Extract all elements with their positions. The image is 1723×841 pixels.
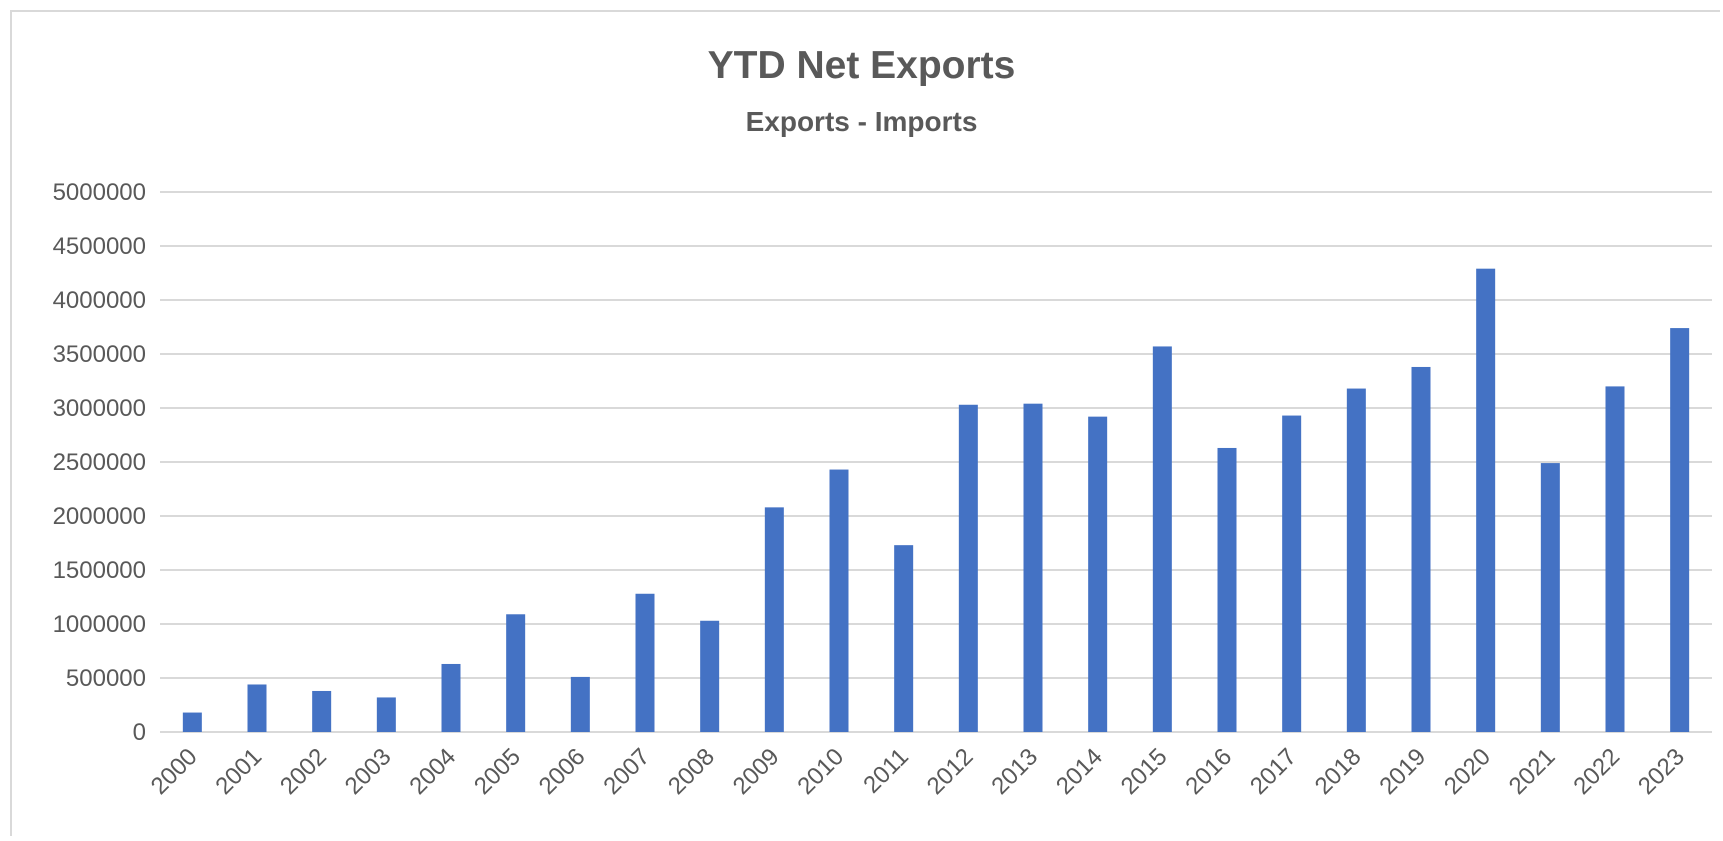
x-tick-label: 2023 — [1633, 743, 1690, 800]
x-tick-label: 2005 — [469, 743, 526, 800]
x-axis-tick-labels: 2000 2001 2002 2003 2004 2005 2006 2007 2008 2009… — [146, 743, 1690, 800]
bar-2003 — [376, 697, 396, 732]
x-tick-label: 2003 — [340, 743, 397, 800]
x-tick-label: 2002 — [275, 743, 332, 800]
x-tick-label: 2020 — [1439, 743, 1496, 800]
x-tick-label: 2018 — [1310, 743, 1367, 800]
x-tick-label: 2007 — [598, 743, 655, 800]
y-tick-label: 4000000 — [53, 287, 146, 314]
bar-2022 — [1605, 386, 1625, 732]
bar-2010 — [829, 469, 849, 732]
y-tick-label: 2000000 — [53, 503, 146, 530]
x-tick-label: 2013 — [986, 743, 1043, 800]
bar-2012 — [958, 404, 978, 732]
bar-2011 — [894, 545, 914, 732]
x-tick-label: 2006 — [534, 743, 591, 800]
x-tick-label: 2016 — [1180, 743, 1237, 800]
chart-title: YTD Net Exports — [707, 44, 1016, 87]
chart-frame — [10, 10, 1720, 836]
x-tick-label: 2012 — [922, 743, 979, 800]
y-tick-label: 5000000 — [53, 179, 146, 206]
bar-2020 — [1476, 268, 1496, 732]
y-tick-label: 3500000 — [53, 341, 146, 368]
bar-2018 — [1346, 388, 1366, 732]
bar-2001 — [247, 684, 267, 732]
x-tick-label: 2022 — [1568, 743, 1625, 800]
x-tick-label: 2021 — [1504, 743, 1561, 800]
y-tick-label: 500000 — [66, 665, 146, 692]
x-tick-label: 2001 — [210, 743, 267, 800]
bar-2009 — [764, 507, 784, 732]
bar-2016 — [1217, 447, 1237, 732]
bar-2000 — [182, 712, 202, 732]
y-tick-label: 1000000 — [53, 611, 146, 638]
chart-subtitle: Exports - Imports — [745, 106, 978, 137]
bar-2015 — [1152, 346, 1172, 732]
y-axis-tick-labels: 0 500000 1000000 1500000 2000000 2500000 30000… — [53, 179, 146, 746]
x-tick-label: 2011 — [858, 743, 914, 799]
bar-2013 — [1023, 403, 1043, 732]
y-tick-label: 1500000 — [53, 557, 146, 584]
y-tick-label: 4500000 — [53, 233, 146, 260]
x-tick-label: 2017 — [1245, 743, 1302, 800]
x-tick-label: 2004 — [404, 743, 461, 800]
bar-2007 — [635, 593, 655, 732]
bar-2005 — [506, 614, 526, 732]
bar-2014 — [1088, 416, 1108, 732]
bar-2008 — [700, 620, 720, 732]
x-tick-label: 2014 — [1051, 743, 1108, 800]
x-tick-label: 2008 — [663, 743, 720, 800]
bars — [182, 268, 1690, 732]
bar-2021 — [1540, 463, 1560, 732]
y-tick-label: 3000000 — [53, 395, 146, 422]
bar-2002 — [312, 690, 332, 732]
x-tick-label: 2010 — [792, 743, 849, 800]
bar-2006 — [570, 676, 590, 732]
x-tick-label: 2000 — [146, 743, 203, 800]
x-tick-label: 2019 — [1374, 743, 1431, 800]
bar-2023 — [1670, 328, 1690, 732]
bar-2019 — [1411, 366, 1431, 732]
x-tick-label: 2015 — [1116, 743, 1173, 800]
y-tick-label: 2500000 — [53, 449, 146, 476]
x-tick-label: 2009 — [728, 743, 785, 800]
gridlines — [160, 191, 1712, 733]
y-tick-label: 0 — [133, 719, 146, 746]
bar-2004 — [441, 663, 461, 732]
bar-2017 — [1282, 415, 1302, 732]
